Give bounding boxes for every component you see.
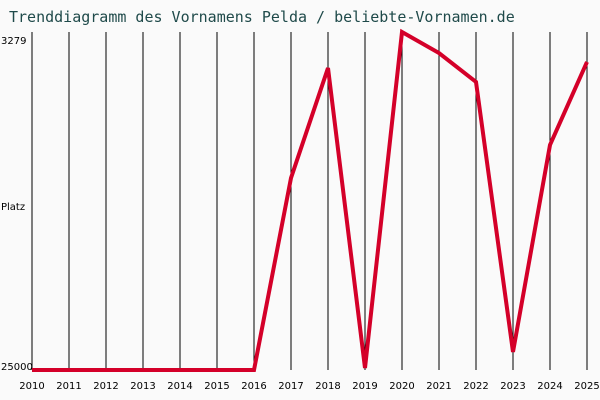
y-axis-top-label: 3279 bbox=[1, 36, 27, 47]
x-axis-label: 2025 bbox=[574, 381, 600, 392]
trend-line bbox=[32, 28, 589, 372]
x-axis-label: 2016 bbox=[241, 381, 267, 392]
x-axis-label: 2020 bbox=[389, 381, 415, 392]
x-axis-label: 2018 bbox=[315, 381, 341, 392]
x-axis-label: 2024 bbox=[537, 381, 563, 392]
x-axis-label: 2017 bbox=[278, 381, 304, 392]
x-axis-label: 2011 bbox=[56, 381, 82, 392]
x-axis-label: 2012 bbox=[93, 381, 119, 392]
x-axis-label: 2014 bbox=[167, 381, 193, 392]
x-axis-label: 2015 bbox=[204, 381, 230, 392]
x-axis-label: 2021 bbox=[426, 381, 452, 392]
chart-title: Trenddiagramm des Vornamens Pelda / beli… bbox=[9, 8, 515, 26]
x-axis-label: 2010 bbox=[19, 381, 45, 392]
x-axis-label: 2023 bbox=[500, 381, 526, 392]
x-axis-label: 2022 bbox=[463, 381, 489, 392]
y-axis-bottom-label: 25000 bbox=[1, 362, 33, 373]
x-axis-label: 2019 bbox=[352, 381, 378, 392]
x-axis-label: 2013 bbox=[130, 381, 156, 392]
y-axis-title: Platz bbox=[1, 202, 26, 213]
